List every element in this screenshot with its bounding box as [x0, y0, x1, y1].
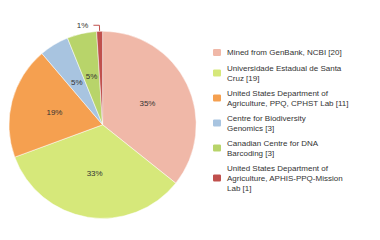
svg-text:33%: 33% [87, 169, 103, 178]
svg-text:Canadian Centre for DNA: Canadian Centre for DNA [227, 139, 319, 148]
svg-text:Cruz [19]: Cruz [19] [227, 74, 259, 83]
svg-text:1%: 1% [77, 21, 89, 30]
svg-text:Centre for Biodiversity: Centre for Biodiversity [227, 114, 306, 123]
svg-text:Universidade Estadual de Santa: Universidade Estadual de Santa [227, 64, 342, 73]
svg-text:19%: 19% [46, 108, 62, 117]
svg-text:5%: 5% [86, 72, 98, 81]
svg-text:35%: 35% [139, 99, 155, 108]
svg-text:Barcoding [3]: Barcoding [3] [227, 149, 274, 158]
svg-text:United States Department of: United States Department of [227, 164, 329, 173]
svg-text:United States Department of: United States Department of [227, 89, 329, 98]
svg-text:Agriculture, APHIS-PPQ-Mission: Agriculture, APHIS-PPQ-Mission [227, 174, 343, 183]
svg-text:Lab [1]: Lab [1] [227, 184, 251, 193]
svg-text:Mined from GenBank, NCBI [20]: Mined from GenBank, NCBI [20] [227, 48, 342, 57]
svg-text:Agriculture, PPQ, CPHST Lab [1: Agriculture, PPQ, CPHST Lab [11] [227, 99, 349, 108]
svg-text:Genomics [3]: Genomics [3] [227, 124, 274, 133]
svg-text:5%: 5% [71, 78, 83, 87]
